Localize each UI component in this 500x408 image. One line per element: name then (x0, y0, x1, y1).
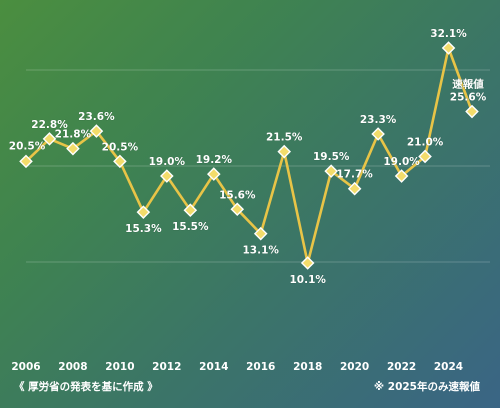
x-tick-2012: 2012 (152, 361, 181, 373)
data-label-2017: 21.5% (266, 132, 303, 144)
point-2022 (394, 169, 409, 183)
data-label-2018: 10.1% (289, 274, 326, 286)
point-2016 (253, 226, 268, 241)
data-label-2014: 19.2% (196, 154, 233, 166)
data-label-2007: 22.8% (31, 119, 68, 131)
point-2006 (19, 154, 33, 169)
point-2015 (230, 202, 245, 217)
data-label-2019: 19.5% (313, 151, 350, 163)
data-label-2015: 15.6% (219, 189, 256, 201)
point-2018 (300, 256, 315, 270)
point-2011 (136, 205, 151, 219)
x-tick-2016: 2016 (246, 361, 275, 373)
data-label-2011: 15.3% (125, 223, 162, 235)
series-line (25, 46, 474, 265)
data-label-2012: 19.0% (149, 156, 186, 168)
point-2025 (465, 104, 479, 119)
point-2017 (277, 144, 292, 159)
data-label-2024: 32.1% (430, 28, 467, 40)
point-2023 (418, 149, 432, 164)
point-2007 (42, 132, 57, 146)
point-2019 (324, 164, 338, 178)
point-2009 (89, 124, 104, 138)
data-label-2006: 20.5% (9, 140, 46, 152)
point-2024 (441, 41, 456, 55)
x-tick-2006: 2006 (11, 361, 40, 373)
data-label-2023: 21.0% (407, 137, 444, 149)
x-tick-2024: 2024 (434, 361, 463, 373)
point-2013 (183, 203, 198, 218)
data-label-2009: 23.6% (78, 111, 115, 123)
x-tick-2022: 2022 (387, 361, 416, 373)
x-tick-2014: 2014 (199, 361, 228, 373)
data-label-2010: 20.5% (102, 141, 139, 153)
data-label-2021: 23.3% (360, 114, 397, 126)
x-tick-2010: 2010 (105, 361, 134, 373)
point-2020 (347, 181, 362, 196)
data-label-2016: 13.1% (242, 245, 279, 257)
point-2021 (371, 127, 385, 141)
data-label-2025: 25.6% (450, 92, 487, 104)
data-label-2020: 17.7% (336, 169, 373, 181)
data-label-2008: 21.8% (55, 129, 92, 141)
point-2012 (160, 169, 174, 183)
point-2008 (66, 141, 80, 156)
annotation-label-0: 速報値 (452, 78, 484, 91)
data-label-2013: 15.5% (172, 221, 209, 233)
x-tick-2008: 2008 (58, 361, 87, 373)
point-2014 (206, 167, 221, 181)
data-label-2022: 19.0% (383, 156, 420, 168)
x-tick-2020: 2020 (340, 361, 369, 373)
source-note: 《 厚労省の発表を基に作成 》 (14, 381, 158, 393)
preliminary-note: ※ 2025年のみ速報値 (373, 381, 480, 393)
x-tick-2018: 2018 (293, 361, 322, 373)
point-2010 (113, 154, 127, 169)
